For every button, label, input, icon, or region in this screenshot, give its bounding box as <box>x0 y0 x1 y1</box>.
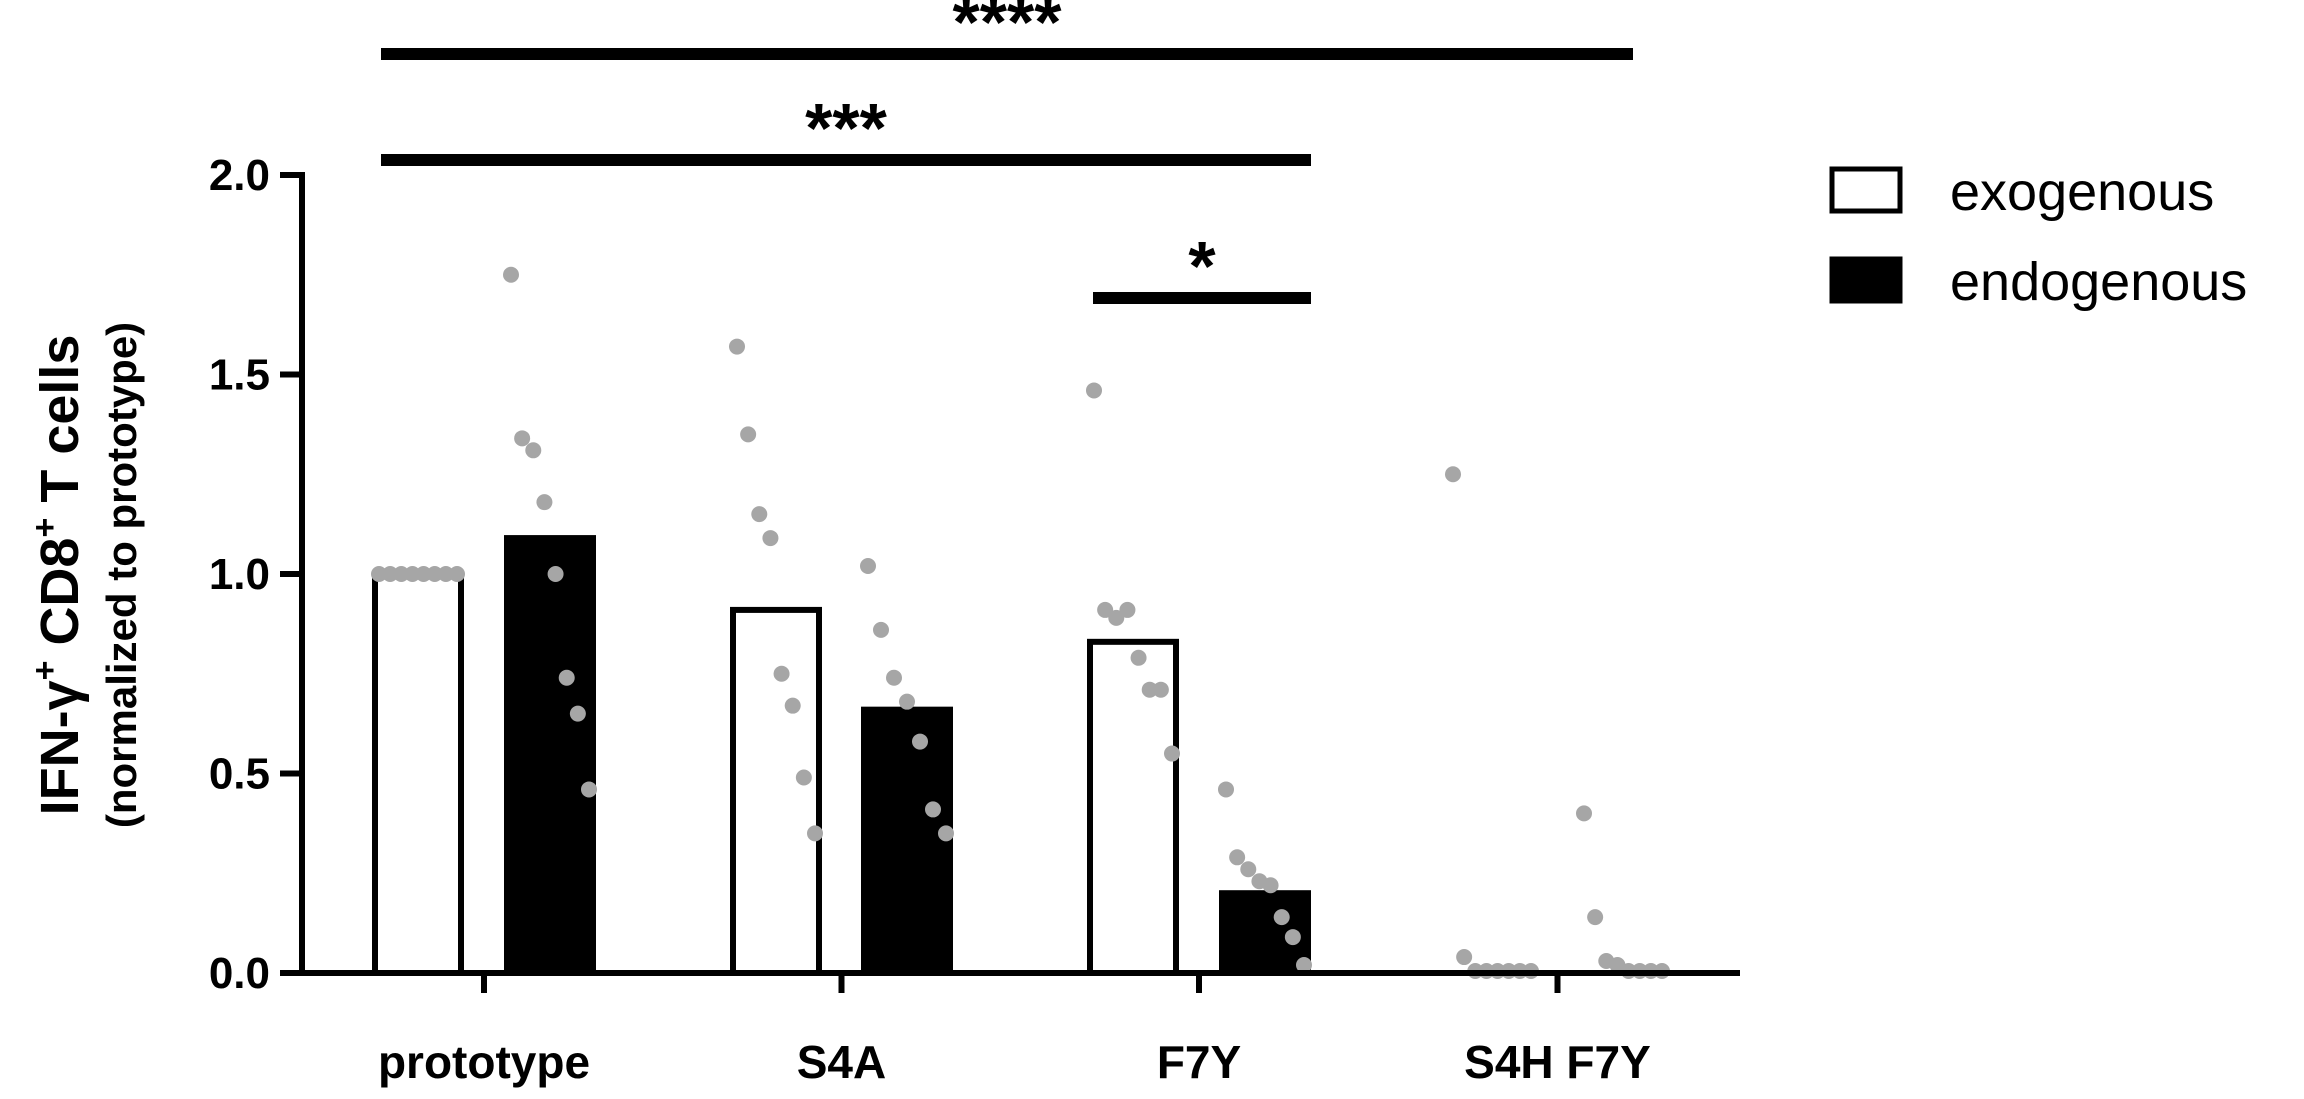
y-tick-label: 2.0 <box>209 151 270 200</box>
data-point <box>404 566 421 582</box>
data-point <box>581 781 597 798</box>
significance-label: * <box>1188 227 1216 305</box>
data-point <box>1229 849 1246 866</box>
data-point <box>569 705 586 722</box>
data-point <box>514 430 531 447</box>
data-point <box>547 566 564 582</box>
x-tick-label: prototype <box>378 1036 590 1088</box>
data-point <box>1273 909 1290 926</box>
y-tick-label: 1.0 <box>209 550 270 599</box>
data-point <box>536 494 553 511</box>
bar-endogenous-s4a <box>861 706 953 976</box>
significance-label: *** <box>805 89 887 167</box>
data-point <box>415 566 432 582</box>
data-point <box>393 566 410 582</box>
data-point <box>1587 909 1604 926</box>
data-point <box>762 530 779 547</box>
legend-swatch-endogenous <box>1829 256 1903 304</box>
bar-endogenous-prototype <box>504 535 596 977</box>
data-point <box>1086 382 1102 399</box>
legend-label-endogenous: endogenous <box>1950 252 2247 312</box>
data-point <box>1119 601 1136 618</box>
data-point <box>1141 681 1158 698</box>
data-point <box>807 825 823 842</box>
x-tick-label: S4A <box>797 1036 886 1088</box>
data-point <box>1576 805 1592 822</box>
y-axis-title: IFN-γ+ CD8+ T cells <box>26 335 90 816</box>
significance-label: **** <box>953 0 1063 61</box>
data-point <box>873 621 889 638</box>
data-point <box>729 338 745 355</box>
data-point <box>886 669 902 686</box>
data-point <box>1445 466 1461 483</box>
y-tick-label: 0.5 <box>209 750 270 799</box>
data-point <box>795 769 812 786</box>
y-tick-label: 0.0 <box>209 949 270 998</box>
data-point <box>751 506 768 523</box>
bar-exogenous-s4a <box>730 606 822 976</box>
data-point <box>1240 861 1257 878</box>
y-tick-label: 1.5 <box>209 351 270 400</box>
legend-swatch-exogenous <box>1829 166 1903 214</box>
x-tick-label: F7Y <box>1157 1036 1241 1088</box>
data-point <box>371 566 387 582</box>
data-point <box>558 669 575 686</box>
data-point <box>1262 877 1279 894</box>
data-point <box>1296 957 1312 974</box>
data-point <box>1152 681 1169 698</box>
data-point <box>912 733 928 750</box>
data-point <box>899 693 915 710</box>
x-tick-label: S4H F7Y <box>1464 1036 1651 1088</box>
bar-exogenous-prototype <box>372 571 464 976</box>
y-axis-label: IFN-γ+ CD8+ T cells (normalized to proto… <box>26 322 145 828</box>
data-point <box>1218 781 1234 798</box>
data-point <box>925 801 941 818</box>
data-point <box>449 566 465 582</box>
y-axis-subtitle: (normalized to prototype) <box>98 322 145 828</box>
data-point <box>1108 609 1125 626</box>
data-point <box>525 442 542 459</box>
data-point <box>740 426 757 443</box>
data-point <box>784 697 801 714</box>
data-point <box>1284 929 1301 946</box>
data-point <box>1164 745 1180 762</box>
data-point <box>1130 649 1147 666</box>
data-point <box>860 558 876 575</box>
data-point <box>773 665 790 682</box>
data-point <box>1456 949 1473 966</box>
data-point <box>437 566 454 582</box>
data-point <box>382 566 399 582</box>
data-point <box>503 266 519 283</box>
data-point <box>426 566 443 582</box>
data-point <box>1097 601 1114 618</box>
legend-label-exogenous: exogenous <box>1950 162 2214 222</box>
data-point <box>938 825 954 842</box>
